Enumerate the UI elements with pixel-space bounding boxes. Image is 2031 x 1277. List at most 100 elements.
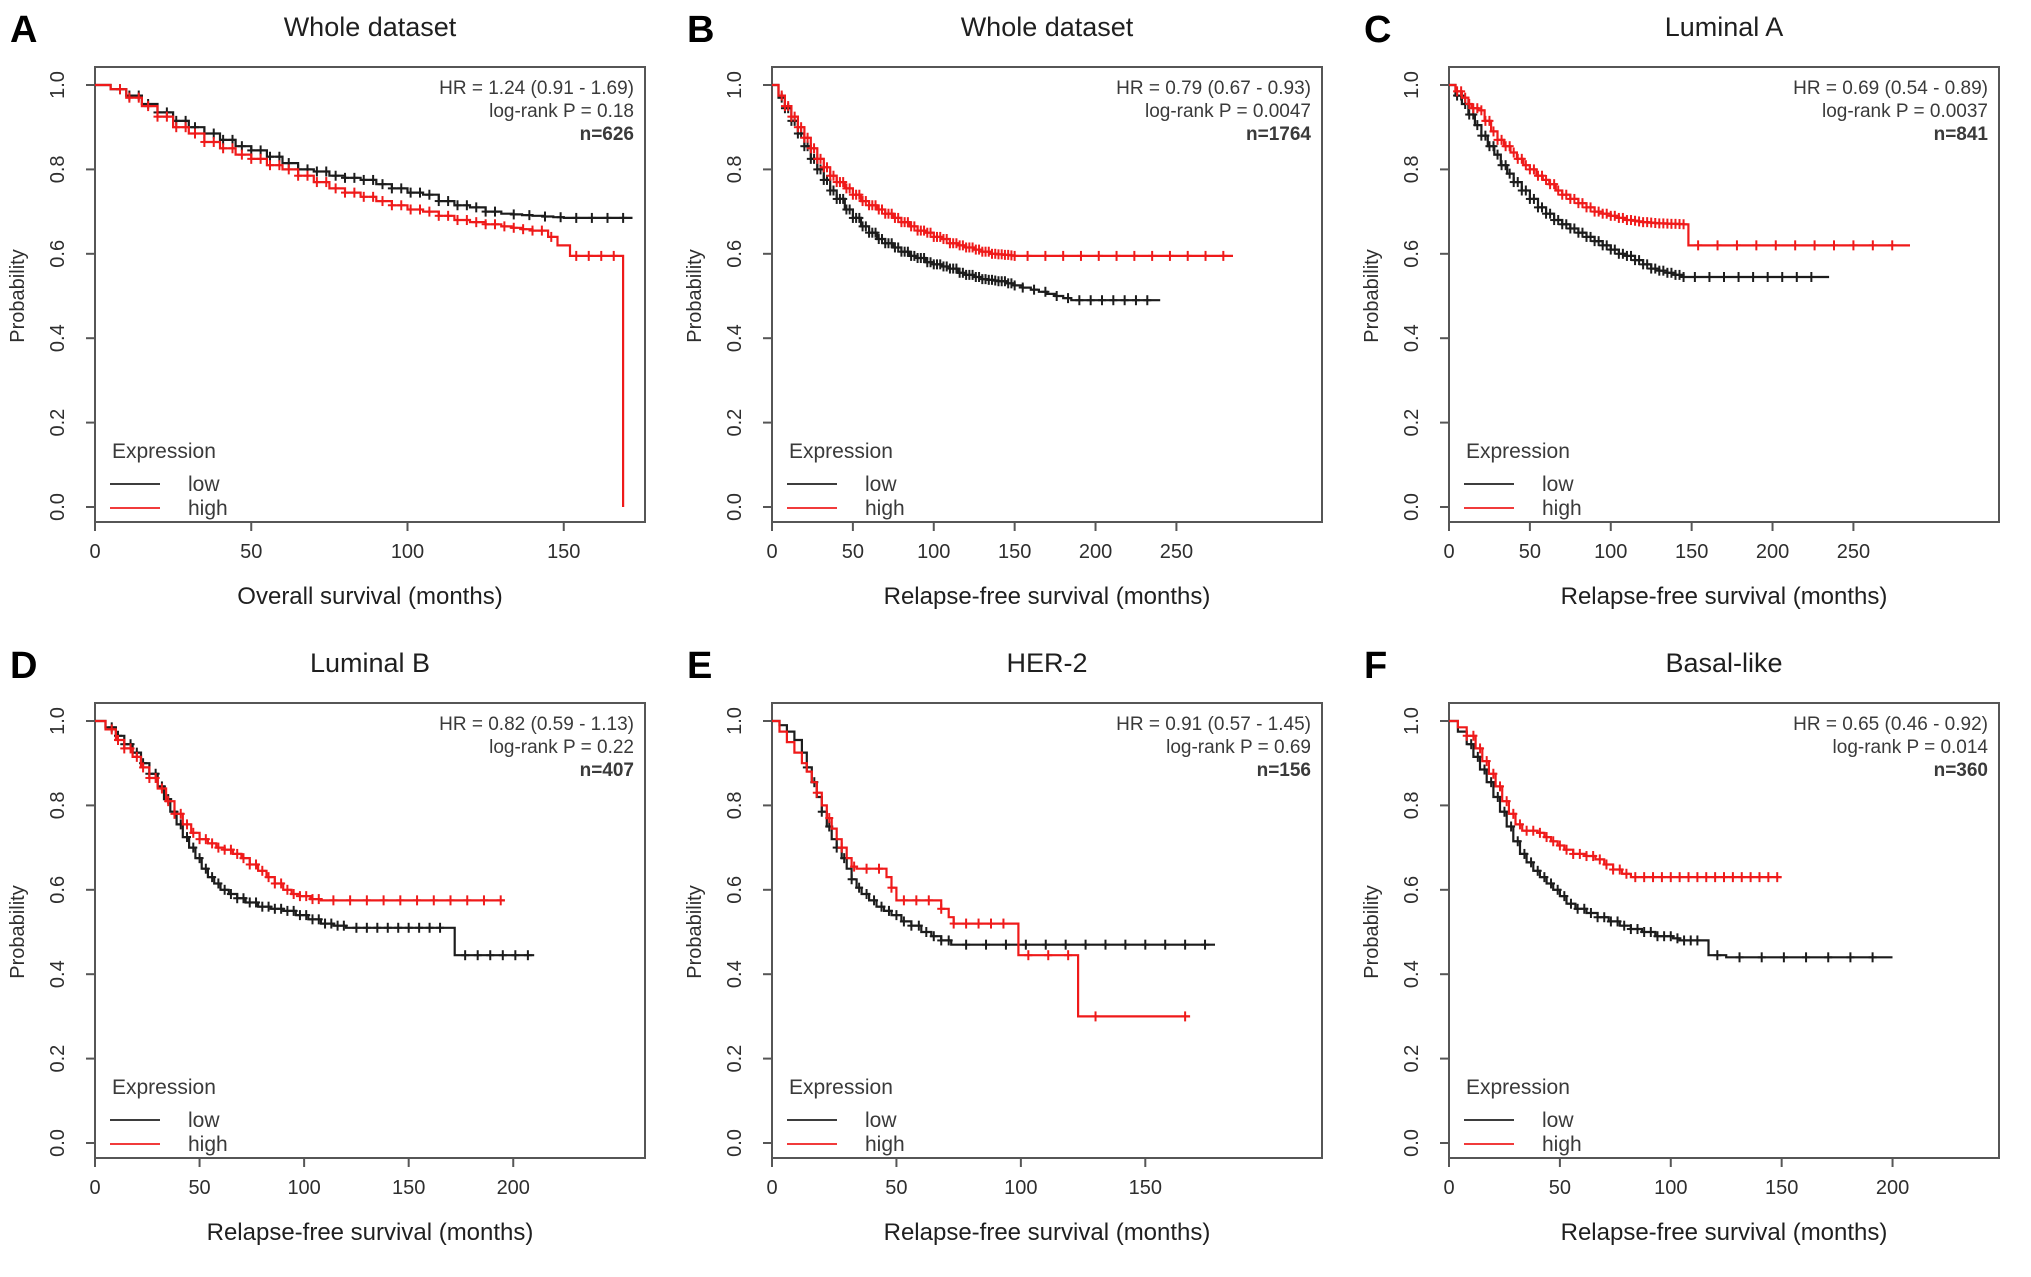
censor-marks-high: [1453, 86, 1897, 251]
censor-marks-low: [777, 92, 1152, 306]
y-axis-label: Probability: [684, 249, 706, 342]
stat-n: n=407: [580, 760, 634, 781]
panel-title: Luminal B: [310, 648, 430, 678]
censor-marks-low: [802, 762, 1210, 950]
y-tick-label: 0.8: [724, 791, 746, 819]
y-tick-label: 0.0: [724, 1129, 746, 1157]
x-tick-label: 0: [89, 541, 100, 563]
x-axis-label: Relapse-free survival (months): [207, 1219, 534, 1246]
panel-title: Whole dataset: [961, 12, 1134, 42]
y-tick-label: 0.6: [47, 876, 69, 904]
x-tick-label: 100: [1594, 541, 1627, 563]
stat-hr: HR = 1.24 (0.91 - 1.69): [439, 78, 634, 99]
x-tick-label: 0: [1443, 541, 1454, 563]
x-tick-label: 50: [188, 1177, 210, 1199]
y-tick-label: 0.2: [1401, 1045, 1423, 1073]
stats-block: HR = 0.91 (0.57 - 1.45)log-rank P = 0.69…: [1116, 714, 1311, 781]
x-axis-label: Relapse-free survival (months): [884, 1219, 1211, 1246]
km-plot-a: A Whole dataset 0 50 100 150 0.0 0.2 0.4 0.6 0.8 1.…: [7, 9, 646, 610]
legend-title: Expression: [112, 1076, 216, 1099]
x-tick-label: 0: [1443, 1177, 1454, 1199]
legend-item-label: high: [1542, 497, 1582, 520]
x-tick-label: 0: [766, 541, 777, 563]
stat-n: n=1764: [1246, 124, 1311, 145]
x-tick-label: 100: [1004, 1177, 1037, 1199]
legend-item-label: low: [865, 473, 897, 496]
panel-letter: A: [10, 9, 37, 51]
x-tick-label: 100: [391, 541, 424, 563]
legend-item-label: low: [1542, 473, 1574, 496]
x-tick-label: 200: [497, 1177, 530, 1199]
legend-title: Expression: [1466, 1076, 1570, 1099]
legend-title: Expression: [789, 440, 893, 463]
y-axis-label: Probability: [7, 249, 29, 342]
censor-marks-high: [777, 90, 1228, 261]
plot-frame: [1448, 702, 2000, 1159]
stat-hr: HR = 0.69 (0.54 - 0.89): [1793, 78, 1988, 99]
axes: 0 50 100 150 0.0 0.2 0.4 0.6 0.8 1.0: [724, 707, 1162, 1199]
panel-e: E HER-2 0 50 100 150 0.0 0.2 0.4 0.6 0.8 1.0 Relapse…: [677, 636, 1354, 1272]
survival-curve-low: [772, 719, 1215, 946]
y-tick-label: 0.4: [47, 324, 69, 352]
legend-title: Expression: [789, 1076, 893, 1099]
stat-hr: HR = 0.91 (0.57 - 1.45): [1116, 714, 1311, 735]
legend-item-label: high: [188, 497, 228, 520]
km-plot-b: B Whole dataset 0 50 100 150 200 250 0.0 0.2 0.4 0.…: [684, 9, 1323, 610]
y-tick-label: 0.6: [724, 876, 746, 904]
stat-logrank: log-rank P = 0.014: [1833, 737, 1989, 758]
stat-n: n=360: [1934, 760, 1988, 781]
y-tick-label: 1.0: [724, 71, 746, 99]
stats-block: HR = 0.82 (0.59 - 1.13)log-rank P = 0.22…: [439, 714, 634, 781]
stat-n: n=626: [580, 124, 634, 145]
censor-marks-low: [1467, 739, 1877, 963]
stat-logrank: log-rank P = 0.0037: [1822, 101, 1988, 122]
y-tick-label: 0.2: [724, 409, 746, 437]
stats-block: HR = 1.24 (0.91 - 1.69)log-rank P = 0.18…: [439, 78, 634, 145]
y-axis-label: Probability: [684, 885, 706, 978]
stat-hr: HR = 0.65 (0.46 - 0.92): [1793, 714, 1988, 735]
survival-curve-high: [772, 719, 1191, 1018]
censor-marks-high: [116, 84, 618, 261]
x-tick-label: 50: [1549, 1177, 1571, 1199]
y-axis-label: Probability: [1361, 885, 1383, 978]
panel-f: F Basal-like 0 50 100 150 200 0.0 0.2 0.4 0.6 0.8 1.…: [1354, 636, 2031, 1272]
y-tick-label: 1.0: [1401, 71, 1423, 99]
panel-letter: B: [687, 9, 714, 51]
legend-item-label: low: [865, 1109, 897, 1132]
km-plot-f: F Basal-like 0 50 100 150 200 0.0 0.2 0.4 0.6 0.8 1.…: [1361, 645, 2000, 1246]
y-tick-label: 0.4: [724, 324, 746, 352]
plot-frame: [94, 66, 646, 523]
y-tick-label: 0.8: [724, 155, 746, 183]
y-tick-label: 0.6: [47, 240, 69, 268]
censor-marks-high: [107, 724, 505, 906]
survival-curve-low: [1449, 83, 1830, 279]
plot-frame: [1448, 66, 2000, 523]
y-tick-label: 0.0: [47, 493, 69, 521]
survival-curve-high: [95, 719, 505, 902]
panel-d: D Luminal B 0 50 100 150 200 0.0 0.2 0.4 0.6 0.8 1.0…: [0, 636, 677, 1272]
y-tick-label: 0.8: [47, 791, 69, 819]
axes: 0 50 100 150 0.0 0.2 0.4 0.6 0.8 1.0: [47, 71, 580, 563]
x-tick-label: 50: [842, 541, 864, 563]
x-tick-label: 0: [89, 1177, 100, 1199]
y-tick-label: 0.4: [724, 960, 746, 988]
legend-title: Expression: [1466, 440, 1570, 463]
axes: 0 50 100 150 200 250 0.0 0.2 0.4 0.6 0.8 1.0: [1401, 71, 1870, 563]
stat-logrank: log-rank P = 0.22: [489, 737, 634, 758]
panel-title: HER-2: [1006, 648, 1087, 678]
x-tick-label: 100: [1654, 1177, 1687, 1199]
x-tick-label: 100: [287, 1177, 320, 1199]
axes: 0 50 100 150 200 250 0.0 0.2 0.4 0.6 0.8 1.0: [724, 71, 1193, 563]
stats-block: HR = 0.69 (0.54 - 0.89)log-rank P = 0.00…: [1793, 78, 1988, 145]
x-tick-label: 50: [240, 541, 262, 563]
legend-item-label: high: [865, 497, 905, 520]
km-plot-e: E HER-2 0 50 100 150 0.0 0.2 0.4 0.6 0.8 1.0 Relapse…: [684, 645, 1323, 1246]
x-tick-label: 200: [1876, 1177, 1909, 1199]
panel-title: Basal-like: [1665, 648, 1782, 678]
stat-hr: HR = 0.82 (0.59 - 1.13): [439, 714, 634, 735]
plot-frame: [771, 66, 1323, 523]
